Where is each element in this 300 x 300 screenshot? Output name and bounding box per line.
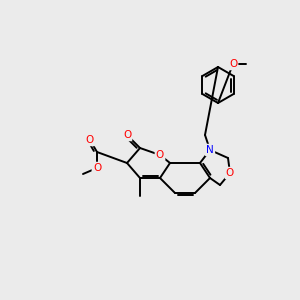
Text: O: O [156,150,164,160]
Text: N: N [206,145,214,155]
Text: O: O [123,130,131,140]
Text: O: O [229,59,237,69]
Text: O: O [93,163,101,173]
Text: O: O [226,168,234,178]
Text: O: O [86,135,94,145]
